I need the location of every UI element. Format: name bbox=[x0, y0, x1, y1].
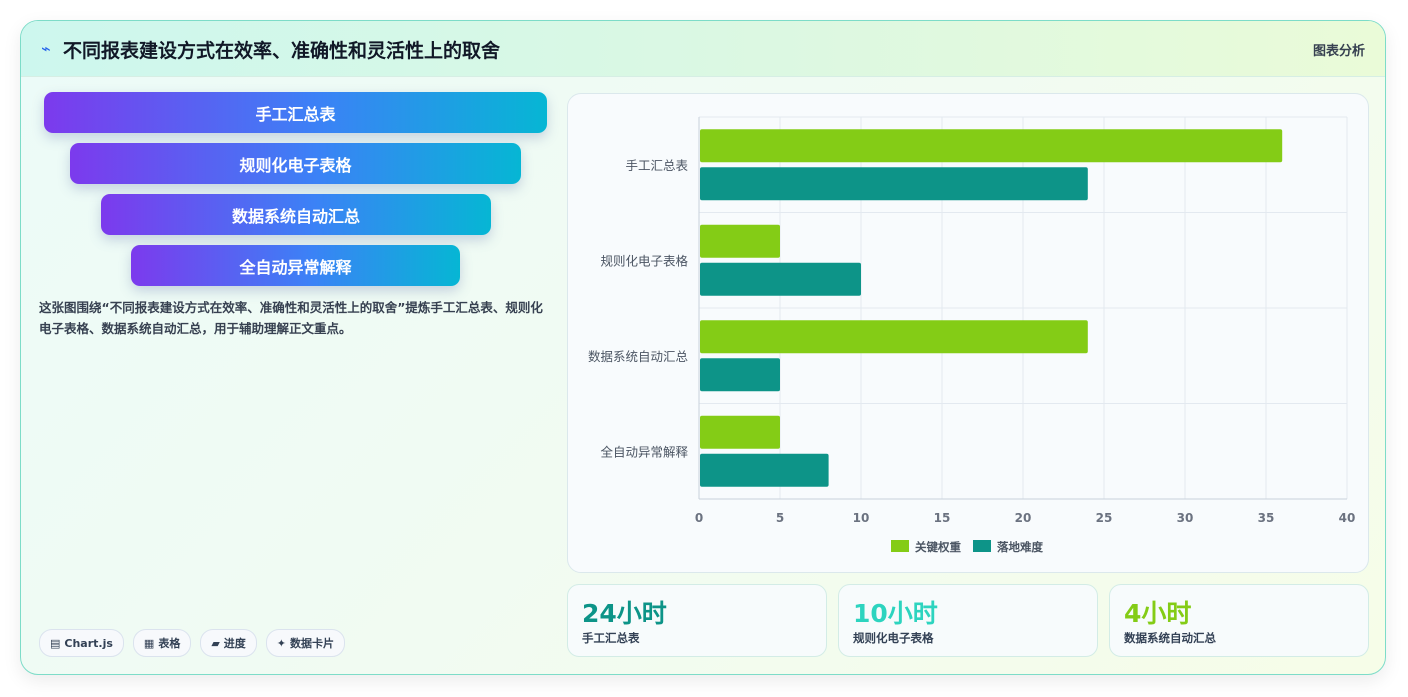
stat-card-spreadsheet: 10小时 规则化电子表格 bbox=[838, 584, 1098, 657]
bar-key-weight bbox=[700, 320, 1088, 354]
chip-label: 进度 bbox=[223, 637, 246, 650]
y-category-label: 全自动异常解释 bbox=[600, 444, 688, 459]
stat-card-manual: 24小时 手工汇总表 bbox=[567, 584, 827, 657]
bar-key-weight bbox=[700, 415, 780, 449]
table-icon: ▦ bbox=[143, 636, 155, 650]
y-category-label: 手工汇总表 bbox=[625, 158, 688, 173]
chip-row: ▤ Chart.js ▦ 表格 ▰ 进度 ✦ 数据卡片 bbox=[39, 629, 346, 657]
page-title: 不同报表建设方式在效率、准确性和灵活性上的取舍 bbox=[63, 40, 501, 62]
description-text: 这张图围绕“不同报表建设方式在效率、准确性和灵活性上的取舍”提炼手工汇总表、规则… bbox=[39, 300, 543, 336]
legend-swatch bbox=[973, 540, 991, 552]
y-category-label: 数据系统自动汇总 bbox=[588, 349, 688, 364]
bar-difficulty bbox=[700, 453, 829, 487]
sparkle-icon: ✦ bbox=[276, 636, 287, 650]
bar-difficulty bbox=[700, 262, 861, 296]
chip-chartjs[interactable]: ▤ Chart.js bbox=[39, 629, 124, 657]
stat-card-system: 4小时 数据系统自动汇总 bbox=[1109, 584, 1369, 657]
legend-swatch bbox=[891, 540, 909, 552]
stat-label: 规则化电子表格 bbox=[853, 631, 934, 645]
bar-chart: 0 5 10 15 20 25 30 35 40 手工汇总表规则化电子表格数据系统自动汇总全自动异… bbox=[588, 116, 1356, 554]
stat-label: 数据系统自动汇总 bbox=[1124, 631, 1216, 645]
x-tick-label: 35 bbox=[1258, 511, 1275, 525]
bar-key-weight bbox=[700, 129, 1283, 163]
chart-panel: 0 5 10 15 20 25 30 35 40 手工汇总表规则化电子表格数据系统自动汇总全自动异… bbox=[567, 93, 1369, 573]
progress-icon: ▰ bbox=[211, 636, 220, 650]
report-card: ⌁ 不同报表建设方式在效率、准确性和灵活性上的取舍 图表分析 手工汇总表 规则化… bbox=[20, 20, 1386, 675]
x-tick-label: 5 bbox=[776, 511, 784, 525]
funnel-item-auto: 全自动异常解释 bbox=[131, 245, 460, 286]
stat-value: 4小时 bbox=[1124, 599, 1192, 628]
chip-table[interactable]: ▦ 表格 bbox=[132, 629, 192, 657]
x-tick-label: 30 bbox=[1177, 511, 1194, 525]
funnel-item-spreadsheet: 规则化电子表格 bbox=[70, 143, 521, 184]
sparkle-icon: ⌁ bbox=[41, 39, 51, 58]
x-tick-label: 0 bbox=[695, 511, 703, 525]
chip-progress[interactable]: ▰ 进度 bbox=[200, 629, 257, 657]
chip-label: 数据卡片 bbox=[290, 637, 335, 650]
chart-analysis-tag: 图表分析 bbox=[1312, 44, 1365, 59]
bar-key-weight bbox=[700, 224, 780, 258]
stat-label: 手工汇总表 bbox=[582, 631, 640, 645]
x-tick-label: 25 bbox=[1096, 511, 1113, 525]
bar-difficulty bbox=[700, 167, 1088, 201]
legend-label: 落地难度 bbox=[997, 540, 1043, 554]
x-tick-label: 40 bbox=[1339, 511, 1356, 525]
chip-label: Chart.js bbox=[64, 636, 113, 650]
x-tick-label: 10 bbox=[853, 511, 870, 525]
funnel-item-system: 数据系统自动汇总 bbox=[101, 194, 491, 235]
y-category-label: 规则化电子表格 bbox=[600, 253, 688, 268]
funnel-item-manual: 手工汇总表 bbox=[44, 92, 547, 133]
chip-label: 表格 bbox=[158, 637, 181, 650]
x-tick-label: 20 bbox=[1015, 511, 1032, 525]
stat-value: 10小时 bbox=[853, 599, 938, 628]
stat-value: 24小时 bbox=[582, 599, 667, 628]
x-tick-label: 15 bbox=[934, 511, 951, 525]
bar-difficulty bbox=[700, 358, 780, 392]
card-header: ⌁ 不同报表建设方式在效率、准确性和灵活性上的取舍 图表分析 bbox=[21, 21, 1385, 77]
chart-icon: ▤ bbox=[50, 636, 61, 650]
chip-data-cards[interactable]: ✦ 数据卡片 bbox=[265, 629, 346, 657]
legend-label: 关键权重 bbox=[915, 540, 961, 554]
